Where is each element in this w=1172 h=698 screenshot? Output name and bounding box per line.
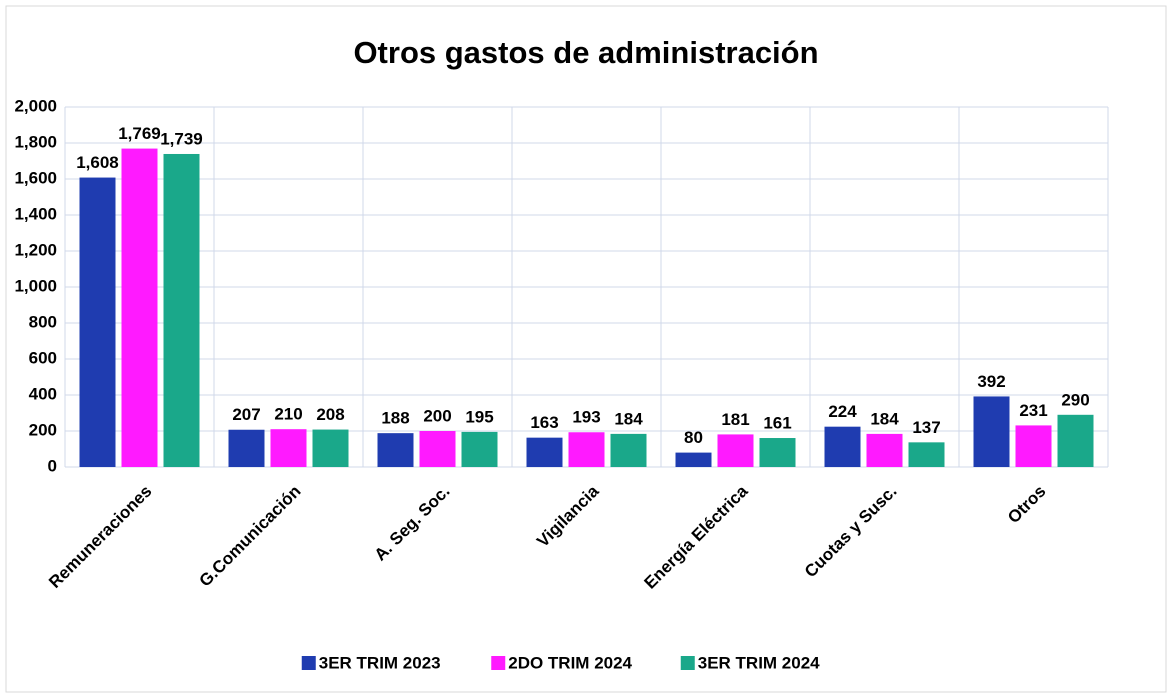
y-tick-label: 0 — [48, 456, 57, 475]
bar — [121, 148, 158, 467]
y-tick-label: 400 — [29, 384, 57, 403]
bar — [866, 433, 903, 467]
bar — [759, 438, 796, 467]
data-label: 161 — [763, 414, 791, 433]
data-label: 195 — [465, 407, 493, 426]
y-tick-label: 800 — [29, 312, 57, 331]
data-label: 188 — [381, 409, 409, 428]
legend-swatch — [680, 656, 695, 670]
y-tick-label: 200 — [29, 420, 57, 439]
bar — [312, 429, 349, 467]
bar — [568, 432, 605, 467]
y-tick-label: 1,200 — [14, 240, 57, 259]
data-label: 137 — [912, 418, 940, 437]
bar — [377, 433, 414, 467]
y-tick-label: 1,400 — [14, 204, 57, 223]
data-label: 193 — [572, 408, 600, 427]
bar — [1015, 425, 1052, 467]
bar — [228, 429, 265, 467]
data-label: 184 — [614, 409, 643, 428]
bar — [163, 153, 200, 468]
legend-label: 3ER TRIM 2023 — [319, 653, 441, 672]
data-label: 1,739 — [160, 129, 203, 148]
data-label: 163 — [530, 413, 558, 432]
bar — [461, 431, 498, 467]
legend-label: 3ER TRIM 2024 — [698, 653, 820, 672]
data-label: 290 — [1061, 390, 1089, 409]
data-label: 184 — [870, 409, 899, 428]
data-label: 1,608 — [76, 153, 119, 172]
data-label: 207 — [232, 405, 260, 424]
legend-swatch — [301, 656, 316, 670]
bar — [973, 396, 1010, 467]
data-label: 181 — [721, 410, 749, 429]
data-label: 200 — [423, 406, 451, 425]
chart-title: Otros gastos de administración — [353, 35, 818, 70]
bar — [675, 452, 712, 467]
y-tick-label: 1,600 — [14, 168, 57, 187]
bar — [270, 429, 307, 467]
bar — [824, 426, 861, 467]
data-label: 1,769 — [118, 124, 161, 143]
data-label: 210 — [274, 405, 302, 424]
bar — [1057, 414, 1094, 467]
legend-label: 2DO TRIM 2024 — [508, 653, 632, 672]
bar — [419, 431, 456, 467]
bar — [526, 437, 563, 467]
data-label: 208 — [316, 405, 344, 424]
y-tick-label: 1,000 — [14, 276, 57, 295]
bar — [610, 433, 647, 467]
bar — [908, 442, 945, 467]
y-tick-label: 2,000 — [14, 96, 57, 115]
data-label: 224 — [828, 402, 857, 421]
y-tick-label: 1,800 — [14, 132, 57, 151]
data-label: 392 — [977, 372, 1005, 391]
y-tick-label: 600 — [29, 348, 57, 367]
legend-swatch — [491, 656, 506, 670]
data-label: 80 — [684, 428, 703, 447]
data-label: 231 — [1019, 401, 1047, 420]
bar — [717, 434, 754, 467]
bar — [79, 177, 116, 467]
